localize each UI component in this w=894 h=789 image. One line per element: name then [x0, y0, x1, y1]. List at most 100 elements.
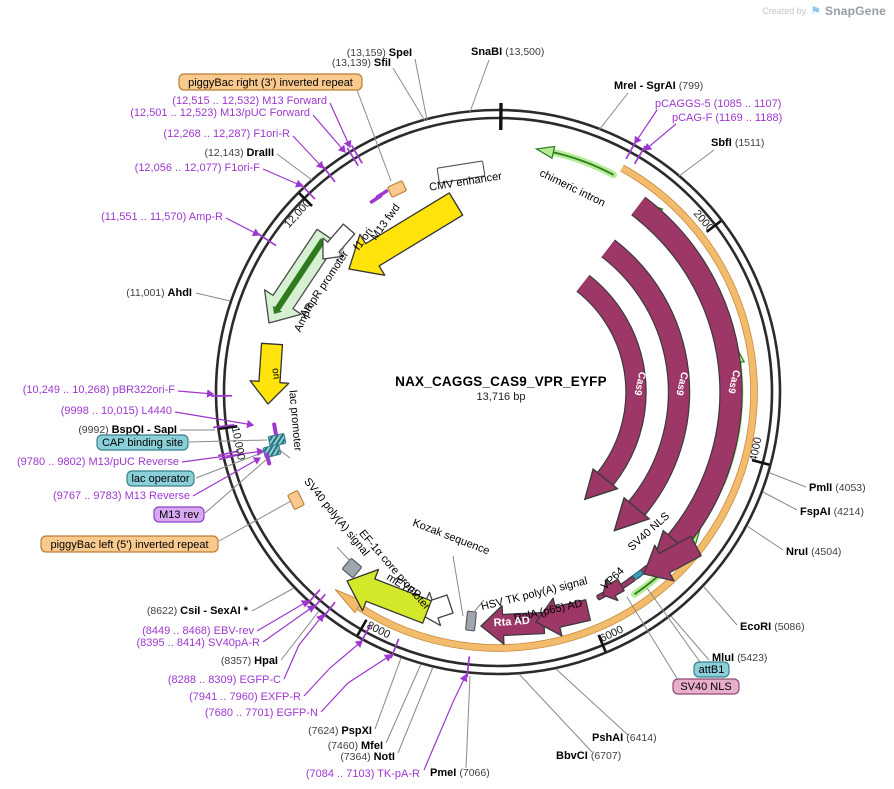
- cas9-gene-arc[interactable]: [631, 197, 742, 549]
- enzyme-label[interactable]: (8622) CsiI - SexAI *: [147, 605, 249, 617]
- enzyme-label[interactable]: BbvCI (6707): [556, 750, 621, 762]
- feature-label[interactable]: lac promoter: [286, 390, 303, 452]
- ampr-promoter-arrow[interactable]: [322, 223, 356, 260]
- ori-arrow[interactable]: [249, 342, 290, 405]
- enzyme-label[interactable]: (9992) BspQI - SapI: [78, 424, 177, 436]
- sv40-polya-marker[interactable]: [342, 558, 362, 578]
- primer-bar[interactable]: [272, 422, 278, 436]
- primer-label[interactable]: (10,249 .. 10,268) pBR322ori-F: [23, 384, 176, 396]
- leader-line: [769, 472, 807, 488]
- caggs-transcript-arc[interactable]: [356, 165, 757, 651]
- cap-binding-site-label[interactable]: [96, 434, 189, 451]
- feature-label[interactable]: SV40 poly(A) signal: [301, 476, 371, 559]
- vpr-arrow[interactable]: [643, 535, 702, 582]
- primer-leader-line: [225, 217, 261, 236]
- primer-leader-line: [177, 389, 215, 398]
- primer-label[interactable]: (7084 .. 7103) TK-pA-R: [306, 768, 420, 780]
- primer-bar[interactable]: [264, 452, 272, 466]
- piggybac-right-marker[interactable]: [387, 180, 407, 198]
- sv40-nls-label[interactable]: [672, 678, 740, 695]
- tick-label: 4000: [748, 436, 765, 462]
- enzyme-label[interactable]: FspAI (4214): [800, 506, 864, 518]
- cap-binding-site-label-text: CAP binding site: [102, 437, 183, 449]
- f1-ori-arrow[interactable]: [348, 192, 464, 276]
- rta-ad-arrow[interactable]: [480, 605, 546, 645]
- ampr-inner-arrow[interactable]: [272, 238, 326, 314]
- green-arrow-body[interactable]: [545, 147, 617, 179]
- leader-line: [195, 292, 231, 302]
- lac-operator-label[interactable]: [126, 470, 195, 487]
- leader-line: [374, 657, 402, 730]
- enzyme-label[interactable]: (13,159) SpeI: [347, 47, 412, 59]
- enzyme-label[interactable]: MluI (5423): [712, 652, 767, 664]
- feature-label[interactable]: chimeric intron: [538, 167, 608, 209]
- enzyme-label[interactable]: (7624) PspXI: [308, 725, 372, 737]
- enzyme-label[interactable]: PmlI (4053): [809, 482, 866, 494]
- feature-label[interactable]: Kozak sequence: [411, 517, 491, 557]
- piggybac-right-label[interactable]: [178, 73, 363, 91]
- primer-label[interactable]: (9998 .. 10,015) L4440: [61, 405, 172, 417]
- enzyme-label[interactable]: (11,001) AhdI: [126, 287, 192, 299]
- enzyme-label[interactable]: (7364) NotI: [340, 751, 395, 763]
- primer-label[interactable]: (8288 .. 8309) EGFP-C: [168, 674, 281, 686]
- rela-ad-arrow[interactable]: [535, 597, 592, 637]
- leader-line: [251, 587, 295, 612]
- enzyme-label[interactable]: SnaBI (13,500): [471, 46, 544, 58]
- primer-label[interactable]: pCAGGS-5 (1085 .. 1107): [655, 98, 781, 110]
- leader-line: [276, 447, 291, 459]
- enzyme-label[interactable]: SbfI (1511): [711, 137, 764, 149]
- orange-arc-arrowhead: [334, 589, 364, 614]
- enzyme-label[interactable]: PshAI (6414): [592, 732, 657, 744]
- primer-label[interactable]: (12,056 .. 12,077) F1ori-F: [135, 162, 261, 174]
- leader-line: [356, 89, 392, 182]
- hsv-tk-polya-marker[interactable]: [465, 610, 477, 632]
- piggybac-left-marker[interactable]: [287, 490, 305, 510]
- leader-line: [473, 599, 485, 613]
- primer-leader-line: [634, 109, 658, 144]
- feature-label[interactable]: AmpR: [292, 301, 316, 334]
- enzyme-label[interactable]: (13,139) SfiI: [332, 57, 391, 69]
- primer-leader-line: [181, 447, 265, 463]
- piggybac-left-label[interactable]: [40, 535, 219, 553]
- primer-leader-line: [256, 600, 310, 632]
- primer-label[interactable]: (12,515 .. 12,532) M13 Forward: [172, 95, 327, 107]
- primer-label[interactable]: (8395 .. 8414) SV40pA-R: [136, 637, 260, 649]
- primer-label[interactable]: (7680 .. 7701) EGFP-N: [205, 707, 318, 719]
- primer-label[interactable]: (12,501 .. 12,523) M13/pUC Forward: [130, 107, 310, 119]
- cas9-gene-arc[interactable]: [577, 275, 646, 485]
- enzyme-label[interactable]: NruI (4504): [786, 546, 841, 558]
- primer-label[interactable]: (9767 .. 9783) M13 Reverse: [53, 490, 190, 502]
- cas9-gene-arc[interactable]: [602, 240, 689, 515]
- plasmid-ring-inner: [222, 116, 774, 668]
- leader-line: [392, 67, 426, 122]
- primer-site-mark: [633, 145, 647, 165]
- enzyme-label[interactable]: EcoRI (5086): [740, 621, 805, 633]
- m13-rev-label[interactable]: [153, 506, 205, 523]
- enzyme-label[interactable]: PmeI (7066): [430, 767, 490, 779]
- m13-fwd-bar[interactable]: [375, 189, 389, 200]
- primer-site-mark: [390, 638, 400, 659]
- vp64-arrow[interactable]: [602, 578, 625, 602]
- primer-label[interactable]: (11,551 .. 11,570) Amp-R: [101, 211, 223, 223]
- primer-label[interactable]: (9780 .. 9802) M13/pUC Reverse: [17, 456, 179, 468]
- feature-label[interactable]: Cas9: [631, 371, 647, 397]
- primer-label[interactable]: (8449 .. 8468) EBV-rev: [142, 625, 254, 637]
- primer-leader-line: [644, 123, 677, 151]
- primer-label[interactable]: pCAG-F (1169 .. 1188): [672, 112, 782, 124]
- feature-label[interactable]: Cas9: [673, 371, 689, 397]
- primer-leader-line: [320, 654, 393, 713]
- enzyme-label[interactable]: (8357) HpaI: [221, 655, 278, 667]
- feature-label[interactable]: Rta AD: [493, 615, 530, 630]
- meyfp-arrow[interactable]: [346, 568, 432, 624]
- cmv-enhancer-box[interactable]: [436, 160, 486, 184]
- sv40-nls-label-text: SV40 NLS: [680, 681, 731, 693]
- enzyme-label[interactable]: (12,143) DraIII: [204, 147, 274, 159]
- primer-label[interactable]: (12,268 .. 12,287) F1ori-R: [163, 128, 290, 140]
- leader-line: [555, 668, 629, 736]
- primer-label[interactable]: (7941 .. 7960) EXFP-R: [189, 691, 301, 703]
- feature-label[interactable]: ori: [269, 368, 281, 380]
- enzyme-label[interactable]: MreI - SgrAI (799): [614, 80, 703, 92]
- attb1-label[interactable]: [693, 661, 730, 678]
- enzyme-label[interactable]: (7460) MfeI: [328, 740, 383, 752]
- primer-leader-line: [262, 605, 315, 643]
